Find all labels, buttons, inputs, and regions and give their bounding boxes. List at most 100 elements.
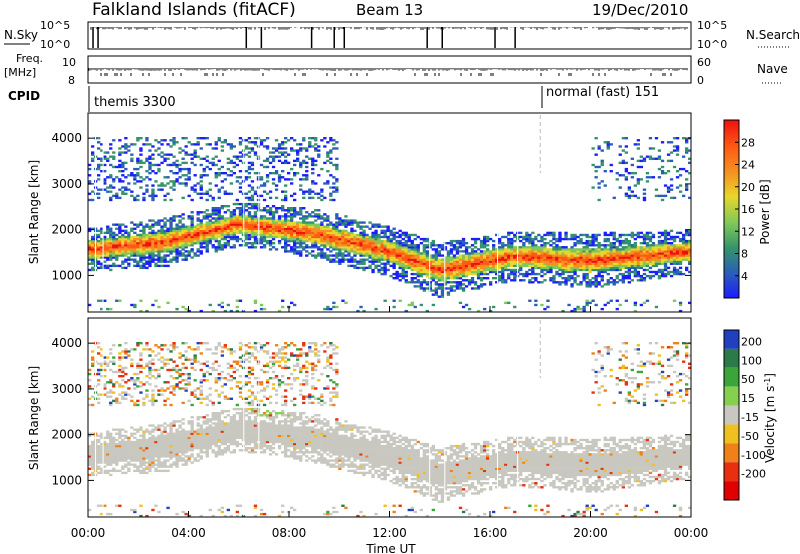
power-cell [383,244,387,247]
power-cell [317,155,321,158]
power-cell [169,258,173,261]
power-cell [271,205,276,208]
power-cell [136,246,140,249]
power-cell [573,256,577,259]
power-cell [570,248,574,251]
power-cell [112,254,116,257]
power-cell [413,233,417,237]
power-cell [591,256,595,259]
power-cell [558,235,562,239]
power-cell [657,274,662,278]
power-cell [151,260,155,263]
power-cell [166,242,170,245]
power-cell [241,309,246,313]
power-cell [546,256,550,259]
power-cell [121,244,125,247]
power-cell [458,274,463,278]
power-cell [449,262,454,265]
power-cell [160,151,164,154]
power-cell [136,157,140,160]
power-cell [308,225,312,228]
power-cell [573,270,577,274]
power-cell [175,229,179,233]
power-cell [416,279,420,282]
power-cell [329,151,333,154]
power-cell [377,264,381,268]
power-cell [247,211,252,214]
power-cell [561,309,565,313]
power-cell [296,149,300,152]
power-cell [121,151,125,154]
power-cell [262,198,267,202]
power-cell [624,233,629,237]
power-cell [202,229,206,233]
power-cell [395,244,399,247]
power-cell [238,225,243,228]
power-cell [648,250,653,253]
power-cell [455,260,460,263]
power-cell [504,252,508,255]
power-cell [431,260,436,263]
power-cell [160,219,164,222]
power-cell [359,242,363,245]
power-cell [407,281,411,284]
power-cell [148,178,152,181]
power-cell [187,229,191,233]
power-cell [498,250,502,253]
power-cell [504,250,508,253]
power-cell [467,266,472,270]
power-cell [232,145,237,148]
power-cell [564,233,568,237]
power-cell [244,221,249,224]
power-cell [344,250,348,253]
power-cell [531,254,535,257]
power-cell [546,260,550,263]
power-cell [588,252,592,255]
power-cell [232,165,237,169]
power-cell [630,190,635,193]
power-cell [181,217,185,220]
power-cell [208,188,212,191]
power-cell [513,264,517,268]
power-cell [124,145,128,148]
power-cell [160,161,164,165]
power-cell [645,180,650,183]
power-cell [546,299,550,302]
power-cell [597,281,601,284]
power-cell [314,213,318,216]
power-cell [329,250,333,253]
power-cell [151,196,155,200]
power-cell [118,163,122,167]
power-cell [326,170,330,173]
power-cell [187,172,191,175]
power-cell [374,252,378,255]
power-cell [247,184,252,187]
power-cell [205,239,209,243]
power-cell [591,242,595,245]
power-cell [576,274,580,278]
power-cell [238,227,243,230]
power-cell [250,246,255,249]
power-cell [142,196,146,200]
power-cell [103,266,107,270]
power-cell [452,268,457,272]
power-cell [642,250,647,253]
power-cell [368,266,372,270]
power-cell [558,268,562,272]
power-cell [489,309,493,313]
power-cell [314,237,318,241]
power-cell [268,231,273,235]
power-cell [612,244,616,247]
power-cell [178,219,182,222]
power-cell [274,155,279,158]
power-cell [630,254,635,257]
power-cell [317,237,321,241]
power-cell [121,260,125,263]
power-cell [392,277,396,280]
power-cell [277,147,282,150]
power-cell [124,242,128,245]
power-cell [651,256,656,259]
power-cell [193,174,197,177]
power-cell [320,237,324,241]
